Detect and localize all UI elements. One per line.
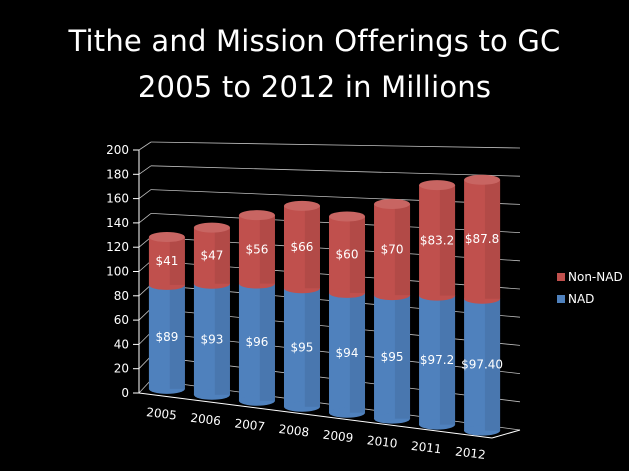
legend-label-nad: NAD bbox=[568, 292, 594, 306]
y-tick-label: 80 bbox=[114, 289, 129, 303]
bar-top-cap bbox=[238, 210, 275, 221]
bar-top-cap bbox=[464, 174, 501, 185]
y-tick-label: 20 bbox=[114, 362, 129, 376]
legend-label-non-nad: Non-NAD bbox=[568, 270, 623, 284]
bar-non-nad-shade bbox=[439, 185, 456, 296]
data-label-non-nad: $87.8 bbox=[465, 232, 499, 246]
bar-nad-shade bbox=[304, 288, 320, 407]
bar-non-nad-shade bbox=[484, 179, 501, 299]
gridline-depth bbox=[138, 141, 152, 151]
y-tick-label: 200 bbox=[106, 143, 129, 157]
chart-title-line-2: 2005 to 2012 in Millions bbox=[137, 70, 492, 104]
bar-nad-shade bbox=[169, 284, 185, 389]
gridline-depth bbox=[138, 213, 152, 224]
x-tick-label: 2006 bbox=[190, 411, 222, 429]
legend-swatch-nad bbox=[557, 295, 565, 303]
bar-top-cap bbox=[419, 180, 456, 191]
y-tick-label: 160 bbox=[106, 192, 129, 206]
x-tick-label: 2011 bbox=[410, 439, 442, 457]
bar-nad-shade bbox=[484, 298, 501, 431]
legend-swatch-non-nad bbox=[557, 273, 565, 281]
x-tick-label: 2009 bbox=[322, 428, 354, 446]
x-tick-label: 2007 bbox=[234, 416, 266, 434]
data-label-non-nad: $83.2 bbox=[420, 233, 454, 247]
data-label-non-nad: $56 bbox=[246, 242, 269, 256]
bar-top-cap bbox=[374, 199, 411, 210]
bar-top-cap bbox=[283, 200, 320, 211]
data-label-non-nad: $60 bbox=[336, 248, 359, 262]
gridline-depth bbox=[138, 189, 152, 199]
y-tick-label: 40 bbox=[114, 337, 129, 351]
bar-non-nad-shade bbox=[394, 204, 411, 296]
x-tick-label: 2005 bbox=[146, 405, 178, 423]
bar-top-cap bbox=[193, 222, 230, 233]
data-label-non-nad: $70 bbox=[381, 243, 404, 257]
y-tick-label: 120 bbox=[106, 240, 129, 254]
data-label-nad: $96 bbox=[246, 335, 269, 349]
data-label-nad: $93 bbox=[200, 332, 223, 346]
data-label-non-nad: $47 bbox=[200, 249, 223, 263]
data-label-nad: $89 bbox=[155, 330, 178, 344]
chart-title-line-1: Tithe and Mission Offerings to GC bbox=[68, 24, 561, 58]
y-tick-label: 140 bbox=[106, 216, 129, 230]
bar-nad-shade bbox=[394, 295, 411, 419]
data-label-non-nad: $66 bbox=[291, 240, 314, 254]
data-label-non-nad: $41 bbox=[155, 254, 178, 268]
x-axis-line bbox=[138, 392, 493, 439]
bar-nad-shade bbox=[259, 283, 275, 401]
bar-non-nad-shade bbox=[349, 216, 366, 293]
x-tick-label: 2008 bbox=[278, 422, 310, 440]
bar-non-nad-shade bbox=[214, 227, 230, 284]
bar-nad-shade bbox=[439, 295, 456, 425]
bar-nad-shade bbox=[214, 283, 230, 395]
data-label-nad: $97.40 bbox=[461, 358, 503, 372]
y-tick-label: 0 bbox=[121, 386, 129, 400]
bar-top-cap bbox=[148, 232, 185, 243]
data-label-nad: $95 bbox=[291, 340, 314, 354]
data-label-nad: $94 bbox=[336, 346, 359, 360]
data-label-nad: $95 bbox=[381, 350, 404, 364]
floor-edge-line bbox=[491, 429, 521, 439]
bar-non-nad-shade bbox=[169, 237, 185, 285]
bar-non-nad-shade bbox=[259, 215, 275, 284]
x-tick-label: 2010 bbox=[366, 433, 398, 451]
data-label-nad: $97.2 bbox=[420, 353, 454, 367]
gridline-depth bbox=[138, 165, 152, 175]
y-tick-label: 60 bbox=[114, 313, 129, 327]
x-tick-label: 2012 bbox=[454, 444, 486, 462]
gridline bbox=[150, 165, 521, 177]
bar-nad-shade bbox=[349, 292, 366, 413]
y-tick-label: 100 bbox=[106, 265, 129, 279]
bar-top-cap bbox=[329, 211, 366, 222]
bar-non-nad-shade bbox=[304, 205, 320, 289]
gridline bbox=[150, 189, 521, 205]
y-tick-label: 180 bbox=[106, 167, 129, 181]
gridline bbox=[150, 141, 521, 149]
